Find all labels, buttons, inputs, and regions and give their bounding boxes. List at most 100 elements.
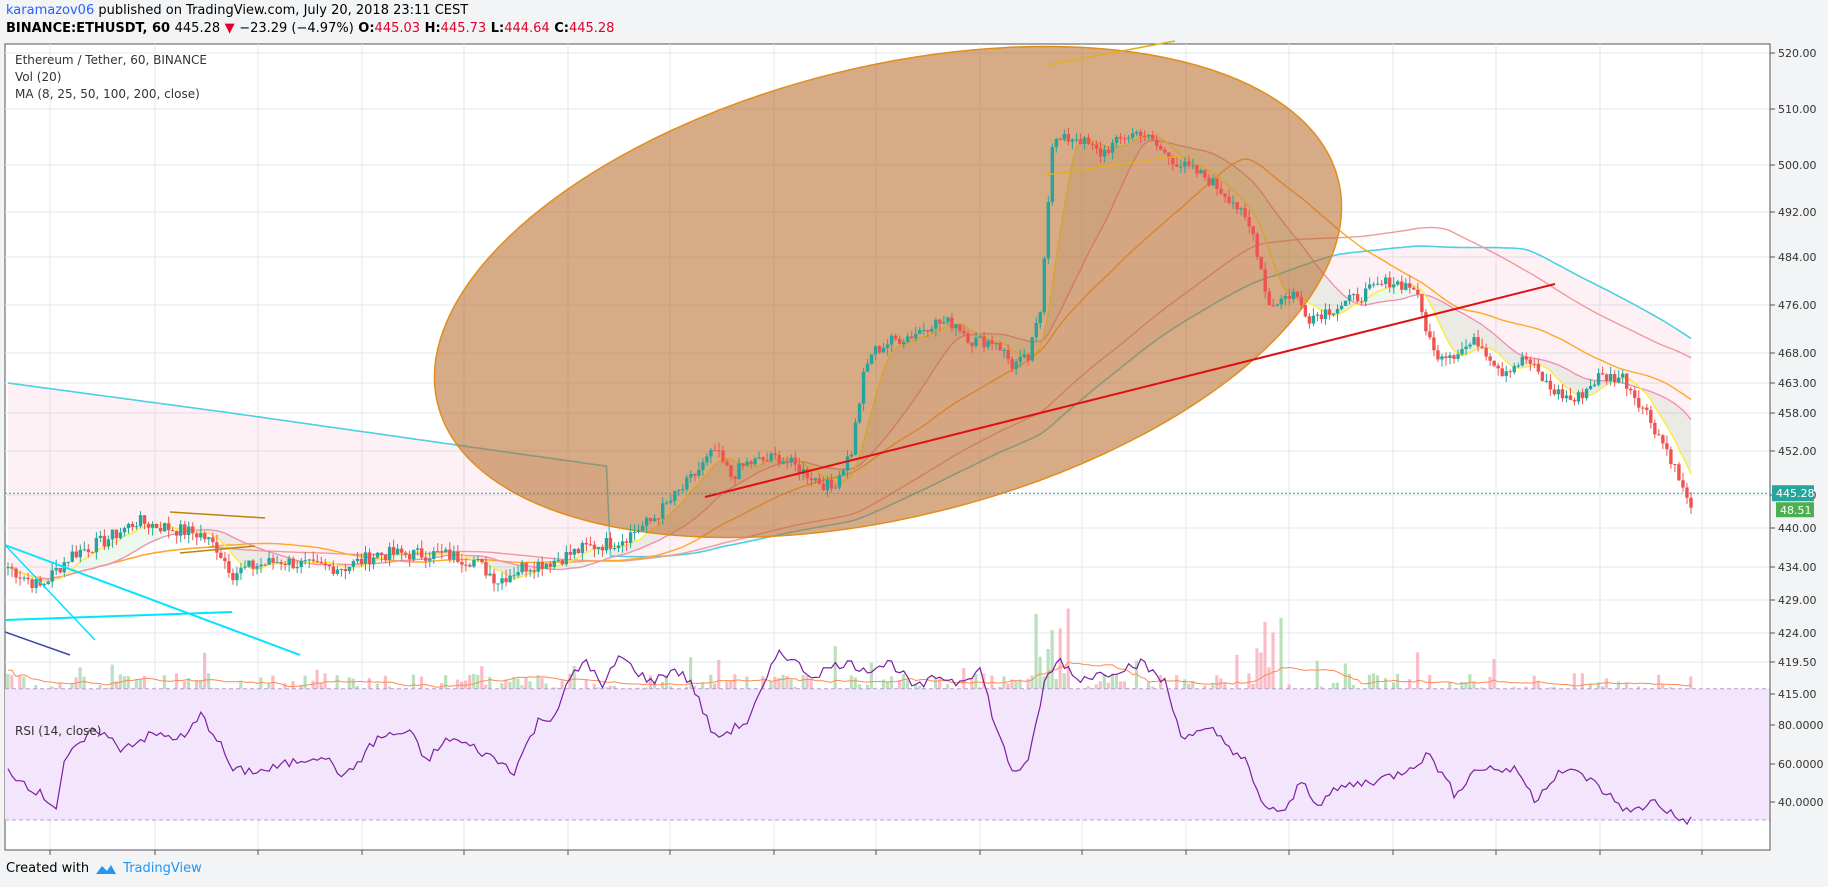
last-price: 445.28 <box>174 21 221 36</box>
highlight-ellipse[interactable] <box>383 0 1392 623</box>
candle-body <box>339 569 344 571</box>
cyan-line-2 <box>4 611 233 621</box>
candle-body <box>974 337 978 346</box>
candle-body <box>644 517 649 526</box>
tradingview-brand[interactable]: TradingView <box>123 861 202 876</box>
price-tick-label: 468.00 <box>1778 347 1817 360</box>
candle-body <box>978 336 982 338</box>
rsi-tick-label: 60.0000 <box>1778 758 1824 771</box>
candle-body <box>990 340 994 344</box>
candle-body <box>745 461 749 466</box>
candle-body <box>1408 283 1412 288</box>
volume-bar <box>833 646 837 713</box>
candle-body <box>1303 305 1308 317</box>
candle-body <box>102 535 107 547</box>
candle-body <box>1468 344 1472 347</box>
candle-body <box>1536 363 1541 372</box>
volume-bar <box>1416 652 1420 713</box>
candle-body <box>1388 277 1392 288</box>
price-axis[interactable]: 520.00 510.00 500.00 492.00 484.00 476.00 468.… <box>1770 47 1824 809</box>
ohlc-header: BINANCE:ETHUSDT, 60 445.28 ▼ −23.29 (−4.… <box>6 21 614 36</box>
candle-body <box>1564 395 1569 399</box>
candle-body <box>90 552 95 554</box>
published-text: published on TradingView.com, July 20, 2… <box>98 3 469 18</box>
candle-body <box>363 552 368 564</box>
candle-body <box>1572 399 1577 402</box>
rsi-tick-label: 40.0000 <box>1778 796 1824 809</box>
candle-body <box>476 559 480 561</box>
candle-body <box>1102 149 1107 157</box>
candle-body <box>1452 355 1456 359</box>
time-axis[interactable]: 1312:001412:001512:001612:001712:001812:… <box>43 850 1709 855</box>
candle-body <box>1347 294 1352 301</box>
candle-body <box>1380 283 1384 285</box>
candle-body <box>1596 373 1601 385</box>
candle-body <box>74 551 78 558</box>
candle-body <box>761 457 765 461</box>
candle-body <box>1179 166 1183 168</box>
volume-bar <box>1134 660 1139 713</box>
candle-body <box>46 581 50 584</box>
candle-body <box>865 363 870 372</box>
candle-body <box>1267 291 1271 306</box>
candle-body <box>1215 178 1219 189</box>
candle-body <box>1641 407 1645 409</box>
candle-body <box>1528 359 1533 364</box>
volume-bar <box>1343 663 1347 713</box>
candle-body <box>1404 283 1408 290</box>
candle-body <box>648 517 653 521</box>
candle-body <box>1034 323 1038 338</box>
candle-body <box>399 548 404 553</box>
rsi-pane <box>5 648 1770 826</box>
candle-body <box>898 338 902 345</box>
candle-body <box>1492 360 1496 366</box>
candle-body <box>1078 139 1083 144</box>
author-link[interactable]: karamazov06 <box>6 3 95 18</box>
candle-body <box>1420 294 1424 313</box>
candle-body <box>1367 284 1372 289</box>
candle-body <box>1584 389 1589 399</box>
candle-body <box>1608 373 1613 381</box>
candle-body <box>6 567 10 569</box>
chart-canvas[interactable]: 520.00 510.00 500.00 492.00 484.00 476.00 468.… <box>0 0 1828 855</box>
price-tick-label: 463.00 <box>1778 377 1817 390</box>
candle-body <box>918 330 922 334</box>
candle-body <box>1022 354 1026 357</box>
candle-body <box>1456 354 1460 359</box>
candle-body <box>1488 356 1492 361</box>
candle-body <box>821 483 826 491</box>
candle-body <box>769 453 773 461</box>
candle-body <box>1134 131 1139 134</box>
rsi-tick-label: 80.0000 <box>1778 719 1824 732</box>
candle-body <box>805 468 810 479</box>
candle-body <box>1476 337 1480 347</box>
candle-body <box>922 330 926 332</box>
candle-body <box>1524 356 1528 360</box>
candle-body <box>1259 256 1263 270</box>
candle-body <box>175 530 179 536</box>
candle-body <box>1287 296 1292 299</box>
candle-body <box>432 551 436 559</box>
candle-body <box>287 558 291 566</box>
candle-body <box>14 568 18 578</box>
candle-body <box>1155 139 1159 146</box>
candle-body <box>516 572 520 576</box>
candle-body <box>1532 363 1537 365</box>
candle-body <box>540 561 544 569</box>
candle-body <box>1335 309 1340 314</box>
volume-bar <box>1038 656 1042 713</box>
candle-body <box>1396 281 1400 285</box>
candle-body <box>1110 142 1115 153</box>
candle-body <box>239 567 243 574</box>
vol-badge-bg <box>1776 502 1814 518</box>
candle-body <box>1508 371 1512 373</box>
candle-body <box>893 335 898 339</box>
candle-body <box>106 539 111 547</box>
candle-body <box>1315 314 1320 316</box>
candle-body <box>869 354 874 364</box>
price-tick-label: 476.00 <box>1778 299 1817 312</box>
open-value: 445.03 <box>374 21 421 36</box>
candle-body <box>1311 315 1316 324</box>
candle-body <box>98 535 103 538</box>
candle-body <box>701 462 705 470</box>
